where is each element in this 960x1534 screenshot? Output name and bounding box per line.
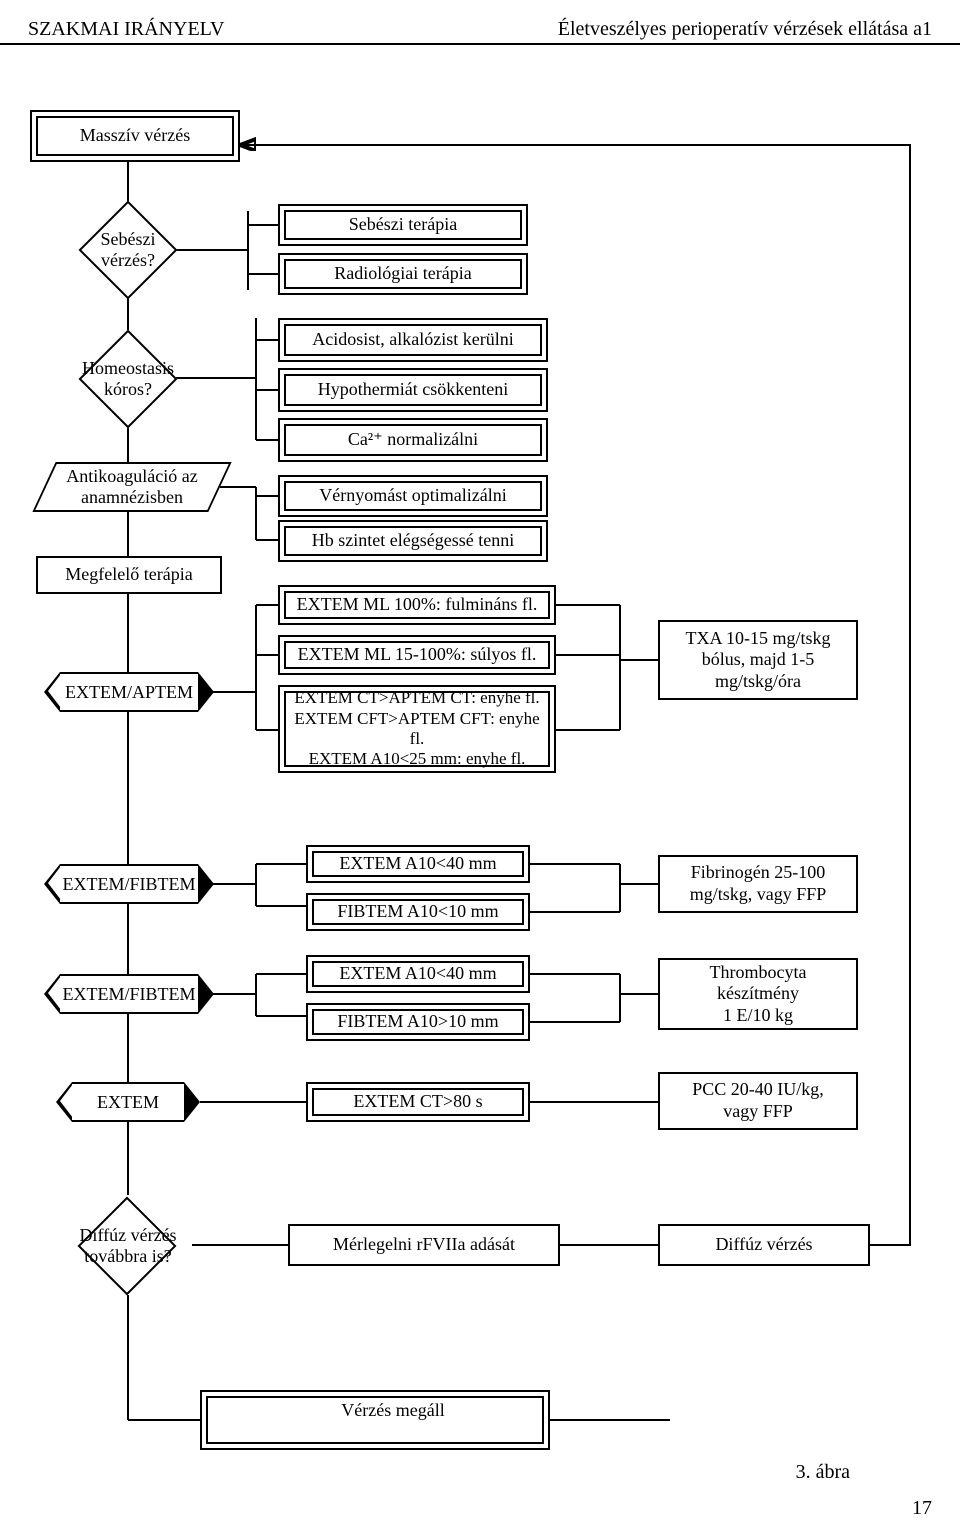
- extem-aptem-label: EXTEM/APTEM: [65, 682, 193, 703]
- appropriate-therapy-node: Megfelelő terápia: [36, 556, 222, 594]
- extem-label: EXTEM: [97, 1092, 159, 1113]
- bp-optimize-label: Vérnyomást optimalizálni: [284, 481, 542, 511]
- acidosis-node: Acidosist, alkalózist kerülni: [278, 318, 548, 362]
- extem-ml15-node: EXTEM ML 15-100%: súlyos fl.: [278, 635, 556, 675]
- diffuse-q-label: Diffúz vérzéstovábbra is?: [52, 1220, 204, 1272]
- surgical-therapy-node: Sebészi terápia: [278, 204, 528, 246]
- extem-a10-40-a-label: EXTEM A10<40 mm: [312, 851, 524, 877]
- extem-ct80-node: EXTEM CT>80 s: [306, 1082, 530, 1122]
- extem-a10-40-b-node: EXTEM A10<40 mm: [306, 955, 530, 993]
- thrombocyta-node: Thrombocytakészítmény1 E/10 kg: [658, 958, 858, 1030]
- bp-optimize-node: Vérnyomást optimalizálni: [278, 475, 548, 517]
- extem-ml15-label: EXTEM ML 15-100%: súlyos fl.: [284, 641, 550, 669]
- acidosis-label: Acidosist, alkalózist kerülni: [284, 324, 542, 356]
- hypothermia-label: Hypothermiát csökkenteni: [284, 374, 542, 406]
- diffuse-bleeding-node: Diffúz vérzés: [658, 1224, 870, 1266]
- fibtem-a10-10-b-label: FIBTEM A10>10 mm: [312, 1009, 524, 1035]
- extem-fibtem-2-label: EXTEM/FIBTEM: [63, 984, 196, 1005]
- consider-rfviia-node: Mérlegelni rFVIIa adását: [288, 1224, 560, 1266]
- extem-ml100-label: EXTEM ML 100%: fulmináns fl.: [284, 591, 550, 619]
- pcc-node: PCC 20-40 IU/kg,vagy FFP: [658, 1072, 858, 1130]
- extem-fibtem-2-node: EXTEM/FIBTEM: [60, 974, 198, 1014]
- txa-node: TXA 10-15 mg/tskgbólus, majd 1-5mg/tskg/…: [658, 620, 858, 700]
- extem-fibtem-1-node: EXTEM/FIBTEM: [60, 864, 198, 904]
- surgical-therapy-label: Sebészi terápia: [284, 210, 522, 240]
- surgical-q-label: Sebészivérzés?: [60, 225, 196, 275]
- hb-level-node: Hb szintet elégségessé tenni: [278, 520, 548, 562]
- fibrinogen-node: Fibrinogén 25-100mg/tskg, vagy FFP: [658, 855, 858, 913]
- fibtem-a10-10-b-node: FIBTEM A10>10 mm: [306, 1003, 530, 1041]
- extem-a10-40-b-label: EXTEM A10<40 mm: [312, 961, 524, 987]
- extem-fibtem-1-label: EXTEM/FIBTEM: [63, 874, 196, 895]
- header-right: Életveszélyes perioperatív vérzések ellá…: [558, 18, 932, 41]
- page-number: 17: [912, 1497, 932, 1520]
- hypothermia-node: Hypothermiát csökkenteni: [278, 368, 548, 412]
- hb-level-label: Hb szintet elégségessé tenni: [284, 526, 542, 556]
- ca-normalize-node: Ca²⁺ normalizálni: [278, 418, 548, 462]
- radiological-therapy-node: Radiológiai terápia: [278, 253, 528, 295]
- bleeding-stops-label: Vérzés megáll: [206, 1396, 544, 1444]
- extem-ct-aptem-node: EXTEM CT>APTEM CT: enyhe fl.EXTEM CFT>AP…: [278, 685, 556, 773]
- fibtem-a10-10-a-label: FIBTEM A10<10 mm: [312, 899, 524, 925]
- extem-a10-40-a-node: EXTEM A10<40 mm: [306, 845, 530, 883]
- homeostasis-q-label: Homeostasiskóros?: [48, 352, 208, 406]
- extem-ml100-node: EXTEM ML 100%: fulmináns fl.: [278, 585, 556, 625]
- extem-ct80-label: EXTEM CT>80 s: [312, 1088, 524, 1116]
- extem-node: EXTEM: [72, 1082, 184, 1122]
- massive-bleeding-label: Masszív vérzés: [36, 116, 234, 156]
- bleeding-stops-node: Vérzés megáll: [200, 1390, 550, 1450]
- header-left: SZAKMAI IRÁNYELV: [28, 18, 224, 41]
- extem-aptem-node: EXTEM/APTEM: [60, 672, 198, 712]
- anticoag-label: Antikoaguláció azanamnézisben: [40, 462, 224, 512]
- figure-label: 3. ábra: [796, 1461, 850, 1484]
- extem-ct-aptem-label: EXTEM CT>APTEM CT: enyhe fl.EXTEM CFT>AP…: [284, 691, 550, 767]
- fibtem-a10-10-a-node: FIBTEM A10<10 mm: [306, 893, 530, 931]
- ca-normalize-label: Ca²⁺ normalizálni: [284, 424, 542, 456]
- radiological-therapy-label: Radiológiai terápia: [284, 259, 522, 289]
- massive-bleeding-node: Masszív vérzés: [30, 110, 240, 162]
